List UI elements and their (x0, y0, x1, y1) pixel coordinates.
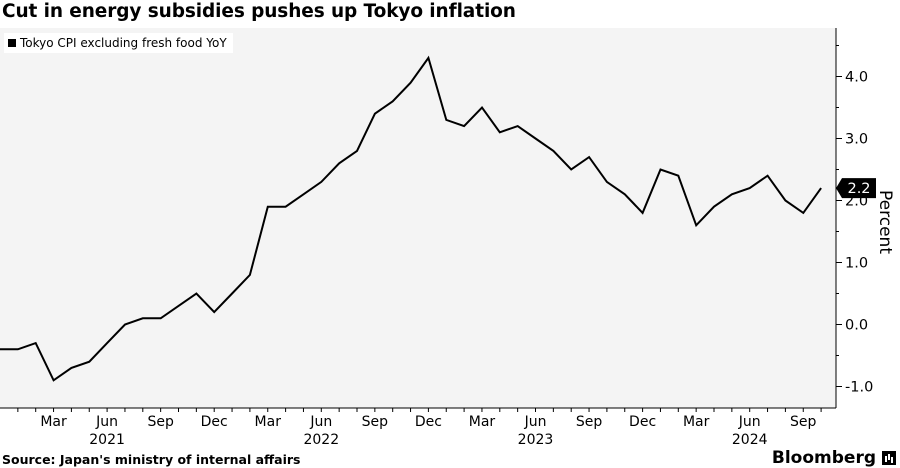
series-line-tokyo-cpi (0, 55, 822, 382)
x-year-label: 2023 (518, 432, 554, 448)
x-tick-label: Dec (415, 414, 442, 430)
brand-name: Bloomberg (771, 448, 876, 468)
legend-swatch (8, 39, 16, 47)
x-tick-label: Sep (790, 414, 817, 430)
legend-label: Tokyo CPI excluding fresh food YoY (20, 36, 227, 50)
brand-logo: Bloomberg (772, 448, 896, 468)
x-tick-label: Sep (147, 414, 174, 430)
x-tick-label: Jun (309, 414, 332, 430)
x-year-label: 2024 (732, 432, 768, 448)
plot-area (0, 28, 836, 408)
x-tick-label: Mar (255, 414, 282, 430)
y-tick-label: 1.0 (845, 256, 868, 272)
x-tick-label: Sep (576, 414, 603, 430)
y-tick-label: 4.0 (845, 70, 868, 86)
last-value-marker (836, 178, 876, 199)
x-tick-label: Jun (95, 414, 118, 430)
y-tick-label: 3.0 (845, 132, 868, 148)
y-tick-label: -1.0 (845, 380, 873, 396)
bloomberg-chart-icon (882, 451, 896, 465)
y-tick-label: 0.0 (845, 318, 868, 334)
chart-title: Cut in energy subsidies pushes up Tokyo … (2, 1, 516, 22)
source-note: Source: Japan's ministry of internal aff… (2, 452, 301, 467)
x-tick-label: Mar (683, 414, 710, 430)
last-value-label: 2.2 (847, 181, 870, 197)
x-tick-label: Dec (629, 414, 656, 430)
x-year-label: 2021 (89, 432, 125, 448)
x-tick-label: Sep (362, 414, 389, 430)
x-year-label: 2022 (303, 432, 339, 448)
legend: Tokyo CPI excluding fresh food YoY (4, 33, 233, 53)
y-axis-label: Percent (875, 190, 895, 254)
x-tick-label: Mar (469, 414, 496, 430)
x-tick-label: Dec (201, 414, 228, 430)
x-tick-label: Jun (738, 414, 761, 430)
x-tick-label: Jun (524, 414, 547, 430)
x-tick-label: Mar (40, 414, 67, 430)
